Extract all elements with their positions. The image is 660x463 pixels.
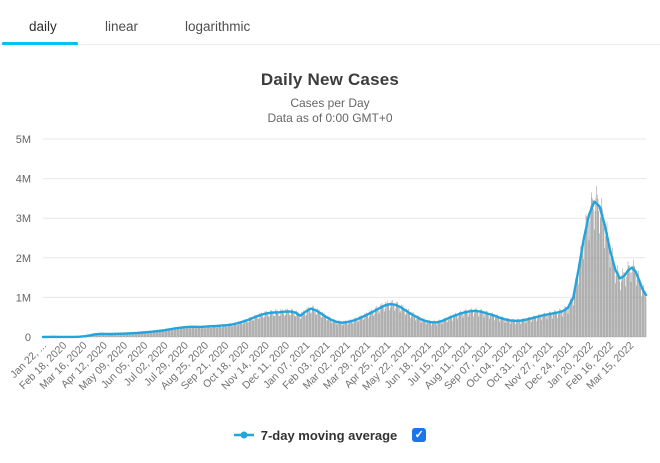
tab-linear[interactable]: linear <box>105 19 139 34</box>
chart-subtitle: Cases per Day <box>290 96 370 110</box>
y-axis-tick-label: 3M <box>16 213 31 225</box>
daily-cases-bars <box>43 185 647 337</box>
moving-average-line <box>41 200 648 339</box>
y-axis-tick-label: 4M <box>16 174 31 186</box>
tab-logarithmic[interactable]: logarithmic <box>185 19 251 34</box>
tab-daily[interactable]: daily <box>29 19 57 34</box>
active-tab-underline <box>2 42 78 45</box>
chart-mode-tabbar: daily linear logarithmic <box>0 0 660 45</box>
tabbar-divider <box>0 44 660 45</box>
y-axis-tick-label: 0 <box>25 332 31 344</box>
legend-checkbox[interactable]: ✓ <box>412 428 427 442</box>
page-title: Daily New Cases <box>260 70 400 89</box>
y-axis-tick-label: 1M <box>16 292 31 304</box>
legend-line-marker-icon <box>233 431 254 439</box>
y-axis-tick-label: 5M <box>16 134 31 146</box>
legend-item-7day-average[interactable]: 7-day moving average <box>260 427 398 443</box>
y-axis-tick-label: 2M <box>16 253 31 265</box>
chart-legend: 7-day moving average ✓ <box>0 424 660 446</box>
chart-data-as-of: Data as of 0:00 GMT+0 <box>267 111 393 125</box>
checkmark-icon: ✓ <box>414 429 424 441</box>
